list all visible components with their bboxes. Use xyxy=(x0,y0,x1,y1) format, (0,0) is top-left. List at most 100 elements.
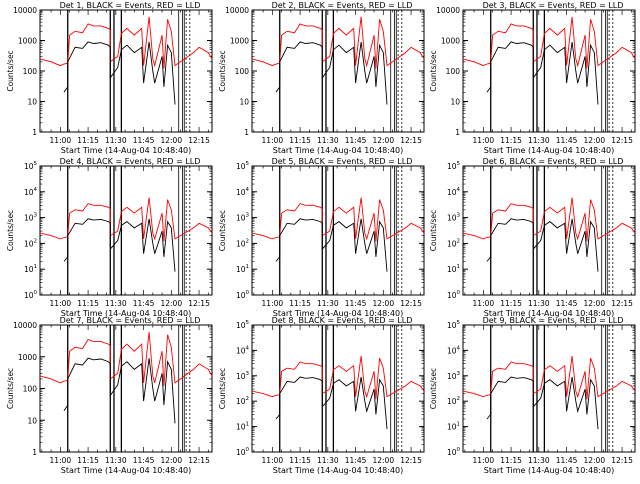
panel-7-title: Det 7, BLACK = Events, RED = LLD xyxy=(60,316,201,325)
panel-7-x-tick-label: 11:45 xyxy=(133,456,155,465)
panel-3-x-tick-label: 12:15 xyxy=(611,136,633,145)
panel-3: 1 10 100 1000 10000 11:00 11:15 11:30 11:45 12:00… xyxy=(429,1,636,155)
panel-6-x-tick-label: 11:15 xyxy=(500,299,522,308)
panel-6-x-tick-label: 11:00 xyxy=(473,299,495,308)
panel-1-x-tick-label: 12:15 xyxy=(188,136,210,145)
panel-1-x-tick-label: 11:45 xyxy=(133,136,155,145)
panel-6-y-axis-label: Counts/sec xyxy=(429,210,438,251)
panel-4-x-tick-label: 11:00 xyxy=(50,299,72,308)
panel-8-y-tick-label: 103 xyxy=(236,371,250,381)
panel-2-y-tick-label: 100 xyxy=(235,67,250,76)
panel-7-x-axis-label: Start Time (14-Aug-04 10:48:40) xyxy=(61,466,192,475)
panel-4-y-tick-exponent: 3 xyxy=(34,213,38,219)
panel-5-y-tick-label: 101 xyxy=(236,264,249,274)
panel-4-axes-frame xyxy=(39,165,213,296)
panel-4-y-tick-label: 104 xyxy=(24,187,38,197)
panel-2-y-tick-label: 10 xyxy=(239,98,249,107)
panel-8-x-tick-label: 11:15 xyxy=(289,456,311,465)
panel-9-y-tick-label: 105 xyxy=(447,320,461,330)
panel-6-axes-frame xyxy=(462,165,636,296)
panel-8-x-tick-label: 11:45 xyxy=(345,456,367,465)
panel-6-y-tick-exponent: 2 xyxy=(457,238,461,244)
panel-1-x-tick-label: 12:00 xyxy=(160,136,182,145)
panel-3-x-tick-label: 11:30 xyxy=(528,136,550,145)
panel-9-x-tick-label: 11:30 xyxy=(528,456,550,465)
panel-3-title: Det 3, BLACK = Events, RED = LLD xyxy=(483,1,624,10)
panel-3-y-tick-label: 10 xyxy=(450,98,460,107)
panel-7-y-axis-label: Counts/sec xyxy=(6,368,15,409)
panel-5-x-tick-label: 11:30 xyxy=(317,299,339,308)
panel-4-y-tick-exponent: 5 xyxy=(34,161,38,167)
panel-8-y-tick-label: 101 xyxy=(236,422,249,432)
panel-6-y-tick-exponent: 0 xyxy=(457,290,461,296)
panel-6-y-tick-exponent: 5 xyxy=(457,161,461,167)
panel-6-x-tick-label: 12:00 xyxy=(583,299,605,308)
panel-6-y-tick-label: 105 xyxy=(447,161,461,171)
panel-8-series-lld xyxy=(251,355,425,400)
panel-6-x-axis-label: Start Time (14-Aug-04 10:48:40) xyxy=(484,309,615,318)
panel-6-y-tick-label: 103 xyxy=(447,213,461,223)
panel-3-y-tick-label: 1000 xyxy=(441,37,460,46)
panel-1-title: Det 1, BLACK = Events, RED = LLD xyxy=(60,1,201,10)
panel-5-y-tick-label: 104 xyxy=(236,187,250,197)
panel-6-y-tick-label: 104 xyxy=(447,187,461,197)
panel-1-x-axis-label: Start Time (14-Aug-04 10:48:40) xyxy=(61,146,192,155)
panel-1-y-tick-label: 1 xyxy=(32,128,37,137)
panel-8-y-tick-exponent: 1 xyxy=(246,422,250,428)
panel-4-y-tick-label: 105 xyxy=(24,161,38,171)
panel-9-y-tick-label: 103 xyxy=(447,371,461,381)
panel-9-title: Det 9, BLACK = Events, RED = LLD xyxy=(483,316,624,325)
panel-3-y-tick-label: 100 xyxy=(446,67,461,76)
panel-6-x-tick-label: 12:15 xyxy=(611,299,633,308)
panel-1-y-axis-label: Counts/sec xyxy=(6,50,15,91)
panel-6-y-tick-exponent: 4 xyxy=(457,187,461,193)
panel-5-series-lld xyxy=(251,197,425,242)
panel-5-y-tick-exponent: 3 xyxy=(246,213,250,219)
panel-2-x-tick-label: 11:45 xyxy=(345,136,367,145)
panel-2-x-tick-label: 11:00 xyxy=(262,136,284,145)
panel-6-series-lld xyxy=(462,197,636,242)
panel-8-y-tick-label: 100 xyxy=(236,447,250,457)
panel-5-x-tick-label: 11:00 xyxy=(262,299,284,308)
panel-6-y-tick-label: 100 xyxy=(447,290,461,300)
panel-8-y-tick-exponent: 0 xyxy=(246,447,250,453)
panel-8-y-axis-label: Counts/sec xyxy=(218,368,227,409)
panel-4-y-tick-label: 100 xyxy=(24,290,38,300)
panel-9-axes-frame xyxy=(462,324,636,453)
panel-9-y-tick-label: 102 xyxy=(447,396,460,406)
panel-8-x-tick-label: 11:00 xyxy=(262,456,284,465)
panel-4-y-tick-label: 103 xyxy=(24,213,38,223)
panel-4-y-tick-exponent: 0 xyxy=(34,290,38,296)
panel-5-y-tick-exponent: 4 xyxy=(246,187,250,193)
panel-5-axes-frame xyxy=(251,165,425,296)
panel-2-x-tick-label: 12:15 xyxy=(400,136,422,145)
panel-5-x-tick-label: 11:15 xyxy=(289,299,311,308)
panel-4-y-tick-exponent: 2 xyxy=(34,238,38,244)
panel-5-series-events xyxy=(275,218,388,272)
panel-6-x-tick-label: 11:30 xyxy=(528,299,550,308)
panel-5-y-tick-exponent: 1 xyxy=(246,264,250,270)
panel-8-y-tick-exponent: 2 xyxy=(246,396,250,402)
panel-9-y-tick-exponent: 3 xyxy=(457,371,461,377)
panel-9-x-tick-label: 11:15 xyxy=(500,456,522,465)
panel-2-y-axis-label: Counts/sec xyxy=(218,50,227,91)
panel-6-y-tick-exponent: 3 xyxy=(457,213,461,219)
panel-7-x-tick-label: 12:15 xyxy=(188,456,210,465)
panel-9-y-axis-label: Counts/sec xyxy=(429,368,438,409)
panel-6-y-tick-label: 101 xyxy=(447,264,460,274)
panel-3-y-tick-label: 1 xyxy=(455,128,460,137)
panel-5-x-tick-label: 12:15 xyxy=(400,299,422,308)
panel-7-series-events xyxy=(63,357,176,424)
panel-1-series-events xyxy=(63,41,176,105)
panel-5-x-axis-label: Start Time (14-Aug-04 10:48:40) xyxy=(273,309,404,318)
panel-2-x-tick-label: 11:30 xyxy=(317,136,339,145)
panel-3-y-tick-label: 10000 xyxy=(436,6,460,15)
panel-9-x-tick-label: 11:00 xyxy=(473,456,495,465)
panel-8-title: Det 8, BLACK = Events, RED = LLD xyxy=(272,316,413,325)
panel-1: 1 10 100 1000 10000 11:00 11:15 11:30 11:45 12:00… xyxy=(6,1,213,155)
panel-7-y-tick-label: 10 xyxy=(27,416,37,425)
